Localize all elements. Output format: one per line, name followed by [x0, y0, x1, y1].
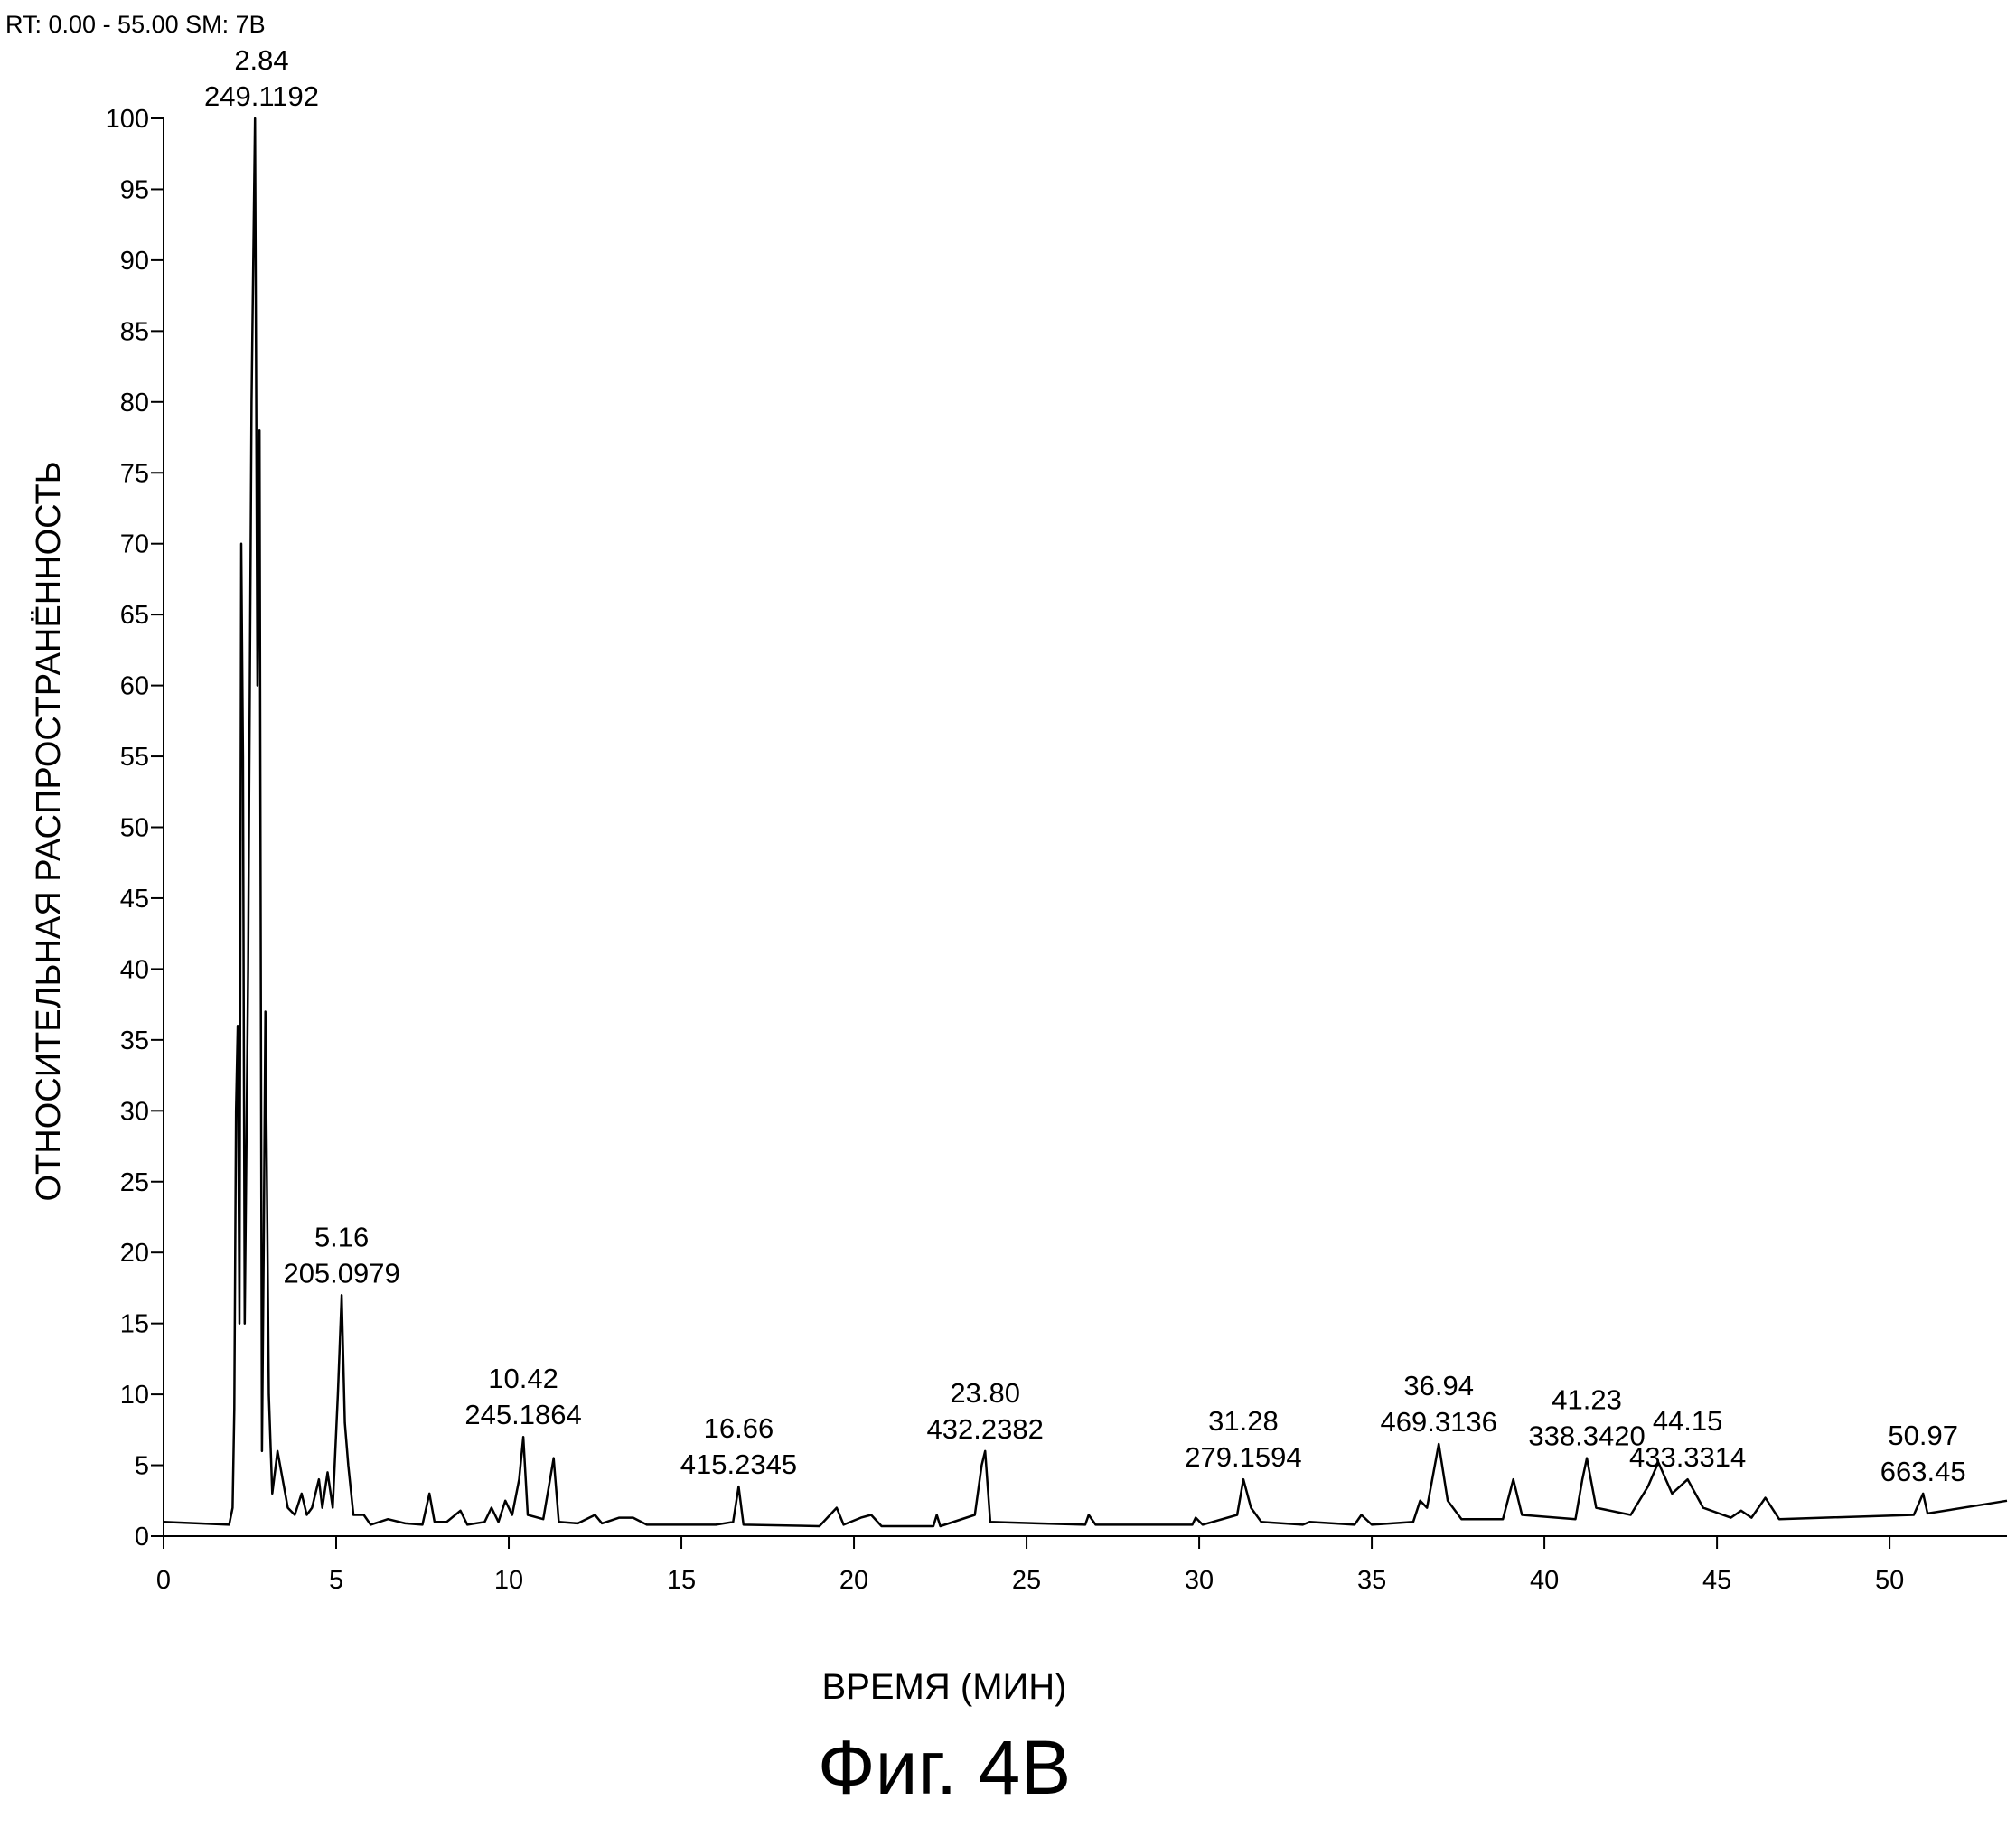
x-tick-label: 35: [1357, 1566, 1386, 1595]
peak-mz-label: 433.3314: [1629, 1441, 1746, 1473]
peak-mz-label: 663.45: [1880, 1456, 1966, 1487]
y-tick-label: 50: [120, 814, 149, 843]
y-tick-label: 90: [120, 247, 149, 276]
peak-rt-label: 5.16: [314, 1221, 369, 1252]
y-tick-label: 70: [120, 530, 149, 559]
x-tick-label: 25: [1012, 1566, 1041, 1595]
peak-rt-label: 16.66: [704, 1412, 774, 1444]
x-tick-label: 0: [156, 1566, 171, 1595]
y-tick-label: 40: [120, 955, 149, 984]
peak-rt-label: 44.15: [1653, 1405, 1723, 1437]
chromatogram-line: [163, 117, 2008, 1528]
peak-mz-label: 205.0979: [283, 1257, 399, 1289]
peak-rt-label: 2.84: [234, 44, 288, 76]
x-tick-label: 20: [839, 1566, 868, 1595]
y-axis-label: ОТНОСИТЕЛЬНАЯ РАСПРОСТРАНЁННОСТЬ: [30, 461, 68, 1201]
x-tick-label: 45: [1702, 1566, 1731, 1595]
y-tick-label: 85: [120, 317, 149, 346]
y-tick-label: 5: [135, 1452, 149, 1481]
x-tick-label: 30: [1185, 1566, 1214, 1595]
peak-rt-label: 31.28: [1208, 1405, 1279, 1437]
y-tick-label: 80: [120, 389, 149, 417]
peak-rt-label: 36.94: [1403, 1370, 1474, 1401]
x-tick-label: 10: [494, 1566, 523, 1595]
y-tick-label: 95: [120, 175, 149, 204]
peak-rt-label: 23.80: [950, 1377, 1020, 1409]
y-tick-label: 10: [120, 1381, 149, 1410]
peak-rt-label: 50.97: [1888, 1420, 1958, 1451]
peak-mz-label: 415.2345: [680, 1448, 797, 1480]
y-tick-label: 45: [120, 885, 149, 914]
y-tick-label: 65: [120, 601, 149, 630]
peak-mz-label: 249.1192: [204, 80, 319, 112]
peak-mz-label: 338.3420: [1528, 1420, 1645, 1452]
y-tick-label: 30: [120, 1097, 149, 1126]
y-tick-label: 0: [135, 1523, 149, 1551]
x-tick-label: 50: [1875, 1566, 1904, 1595]
y-tick-label: 15: [120, 1310, 149, 1339]
peak-rt-label: 41.23: [1552, 1384, 1622, 1416]
x-axis-label: ВРЕМЯ (МИН): [822, 1667, 1067, 1707]
y-tick-label: 75: [120, 459, 149, 488]
y-tick-label: 25: [120, 1168, 149, 1197]
peak-mz-label: 245.1864: [464, 1399, 581, 1430]
chart-subtitle: RT: 0.00 - 55.00 SM: 7B: [5, 11, 266, 38]
y-tick-label: 20: [120, 1239, 149, 1268]
peak-rt-label: 10.42: [488, 1363, 558, 1394]
peak-mz-label: 432.2382: [927, 1413, 1044, 1445]
y-tick-label: 60: [120, 672, 149, 701]
y-tick-label: 100: [106, 105, 149, 134]
y-tick-label: 35: [120, 1026, 149, 1055]
x-tick-label: 5: [329, 1566, 343, 1595]
x-tick-label: 40: [1530, 1566, 1559, 1595]
peak-mz-label: 469.3136: [1381, 1406, 1497, 1438]
chart-title: Фиг. 4B: [818, 1725, 1072, 1810]
x-tick-label: 15: [667, 1566, 696, 1595]
y-tick-label: 55: [120, 743, 149, 772]
peak-mz-label: 279.1594: [1185, 1441, 1301, 1473]
